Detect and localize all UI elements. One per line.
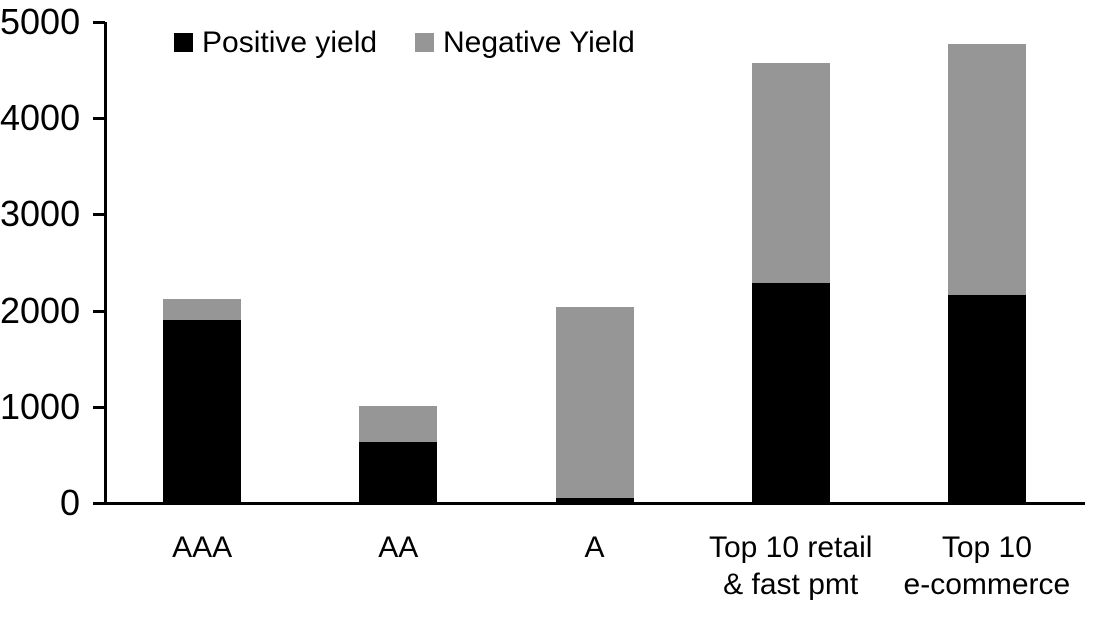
y-axis-tick	[93, 309, 105, 313]
y-axis-tick	[93, 502, 105, 505]
bar-segment-positive	[751, 282, 830, 503]
y-axis-tick-label: 5000	[0, 1, 81, 42]
x-axis-line	[93, 502, 1085, 505]
bar-segment-negative	[163, 299, 242, 321]
y-axis-tick	[93, 21, 105, 24]
y-axis-tick	[93, 117, 105, 121]
y-axis-line	[104, 22, 107, 505]
bar-segment-positive	[947, 295, 1026, 503]
y-axis-tick-label: 1000	[0, 385, 81, 427]
x-axis-category-label: AA	[378, 531, 419, 564]
y-axis-tick-label: 3000	[0, 193, 81, 235]
legend-item: Positive yield	[174, 25, 377, 60]
x-axis-category-label: A	[584, 531, 605, 564]
y-axis-tick	[93, 405, 105, 409]
y-axis-tick	[93, 213, 105, 217]
x-axis-category-label: Top 10 e-commerce	[903, 531, 1071, 601]
x-axis-category-label: AAA	[172, 531, 233, 564]
legend-label: Positive yield	[202, 26, 378, 59]
bar-segment-negative	[359, 405, 438, 443]
bar-segment-negative	[751, 63, 830, 283]
bar-segment-positive	[163, 320, 242, 503]
y-axis-tick-label: 0	[59, 482, 80, 523]
y-axis-tick-label: 2000	[0, 289, 81, 331]
legend-label: Negative Yield	[443, 26, 635, 59]
legend-swatch-negative-icon	[415, 33, 434, 52]
bar-segment-positive	[359, 442, 438, 503]
bar-segment-negative	[947, 44, 1026, 296]
legend-item: Negative Yield	[415, 25, 635, 60]
bar-segment-negative	[555, 306, 634, 499]
x-axis-category-label: Top 10 retail & fast pmt	[708, 531, 873, 601]
bar-segment-positive	[555, 498, 634, 503]
legend-swatch-positive-icon	[174, 33, 193, 52]
y-axis-tick-label: 4000	[0, 97, 81, 139]
